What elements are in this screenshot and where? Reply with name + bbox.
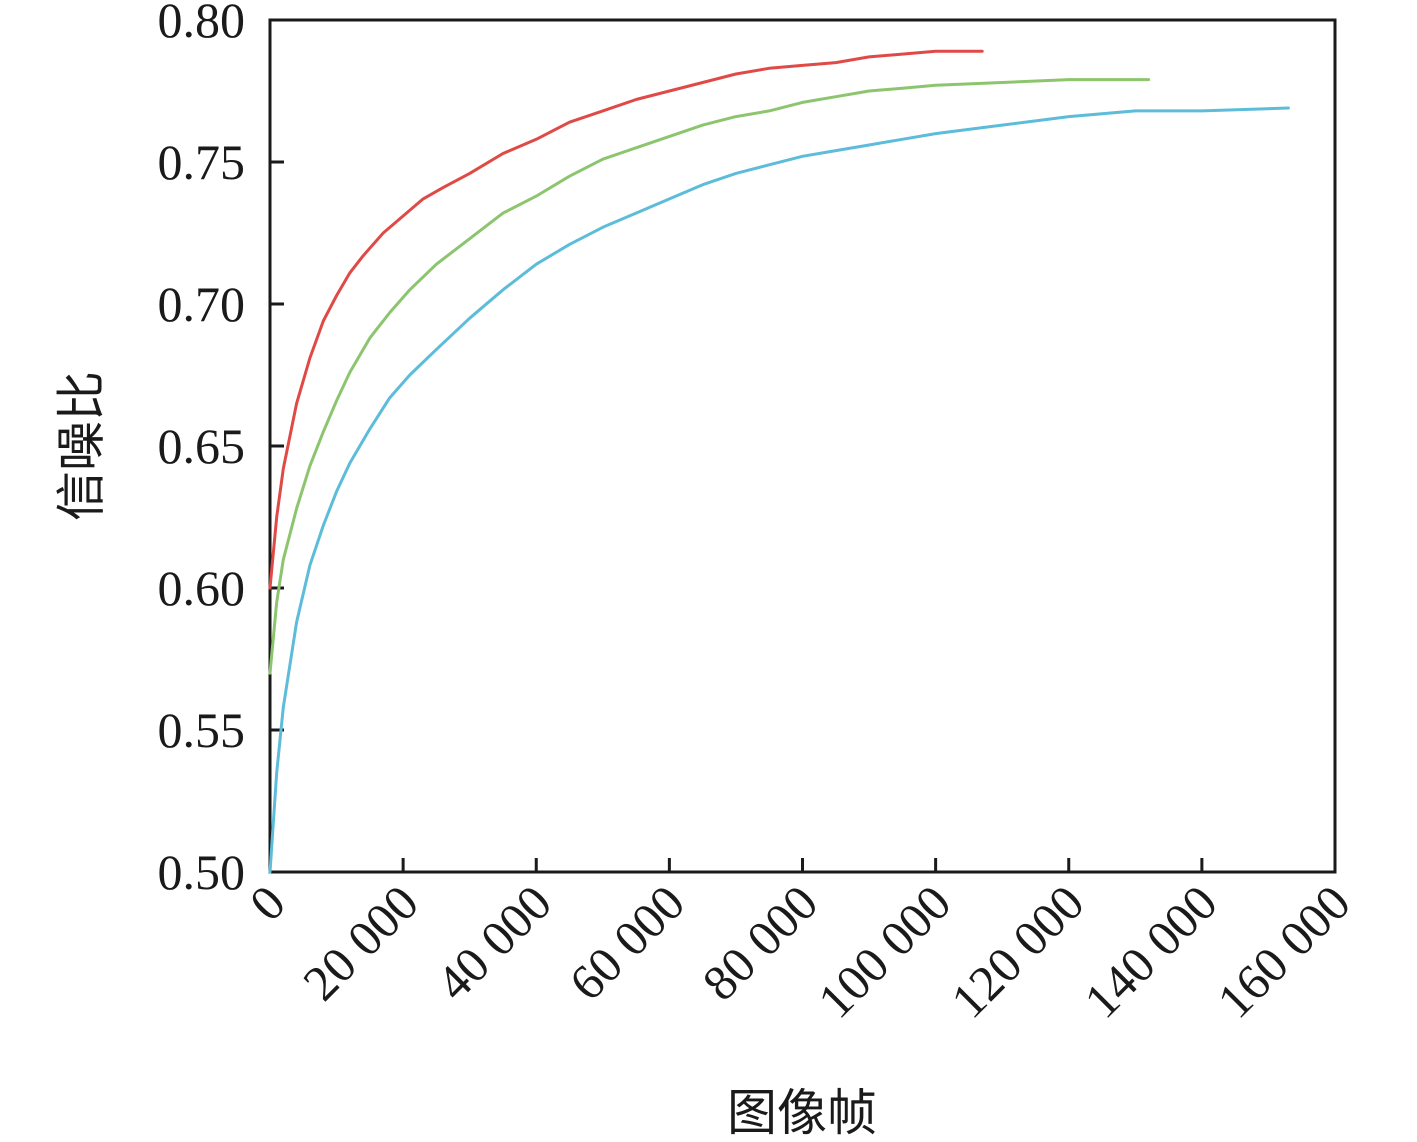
- y-axis: 0.50 0.55 0.60 0.65 0.70 0.75 0.80: [158, 0, 284, 900]
- y-axis-title: 信噪比: [53, 371, 111, 521]
- x-axis-title: 图像帧: [727, 1084, 877, 1142]
- y-tick-label: 0.65: [158, 418, 246, 474]
- x-tick-label: 40 000: [425, 874, 562, 1011]
- x-tick-label: 0: [239, 874, 296, 931]
- plot-frame: [268, 18, 1337, 874]
- y-tick-label: 0.60: [158, 560, 246, 616]
- y-tick-label: 0.80: [158, 0, 246, 48]
- x-tick-label: 60 000: [558, 874, 695, 1011]
- x-tick-label: 160 000: [1206, 874, 1361, 1029]
- y-tick-label: 0.75: [158, 134, 246, 190]
- series-line-3: [268, 106, 1290, 874]
- x-tick-label: 120 000: [940, 874, 1095, 1029]
- y-tick-label: 0.70: [158, 276, 246, 332]
- series-lines: [268, 49, 1290, 874]
- series-line-1: [268, 49, 984, 590]
- x-tick-label: 20 000: [292, 874, 429, 1011]
- y-tick-label: 0.50: [158, 844, 246, 900]
- series-line-2: [268, 78, 1151, 675]
- x-tick-label: 140 000: [1073, 874, 1228, 1029]
- y-tick-label: 0.55: [158, 702, 246, 758]
- x-tick-label: 100 000: [807, 874, 962, 1029]
